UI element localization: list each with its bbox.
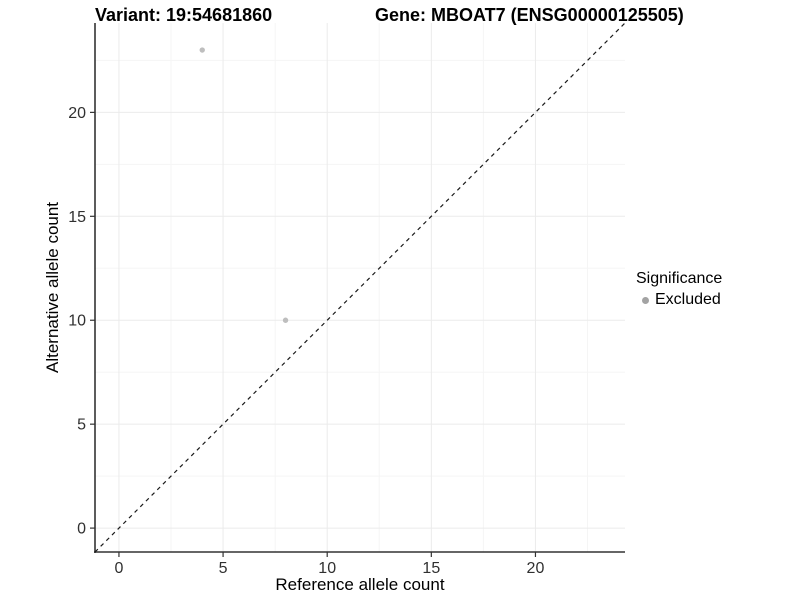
svg-text:5: 5	[77, 417, 86, 434]
legend: Significance Excluded	[636, 270, 722, 309]
svg-text:15: 15	[68, 209, 86, 226]
svg-text:15: 15	[422, 560, 440, 577]
svg-text:20: 20	[68, 105, 86, 122]
excluded-point-icon	[642, 296, 649, 304]
legend-item-label: Excluded	[655, 291, 721, 308]
gene-title: Gene: MBOAT7 (ENSG00000125505)	[375, 5, 684, 25]
variant-title: Variant: 19:54681860	[95, 5, 273, 25]
svg-text:10: 10	[318, 560, 336, 577]
svg-text:5: 5	[219, 560, 228, 577]
svg-text:20: 20	[527, 560, 545, 577]
y-axis-title: Alternative allele count	[43, 202, 62, 373]
svg-text:0: 0	[114, 560, 123, 577]
svg-text:0: 0	[77, 521, 86, 538]
x-axis-title: Reference allele count	[275, 575, 444, 594]
legend-title: Significance	[636, 270, 723, 287]
svg-text:10: 10	[68, 313, 86, 330]
legend-item-excluded: Excluded	[636, 291, 722, 309]
